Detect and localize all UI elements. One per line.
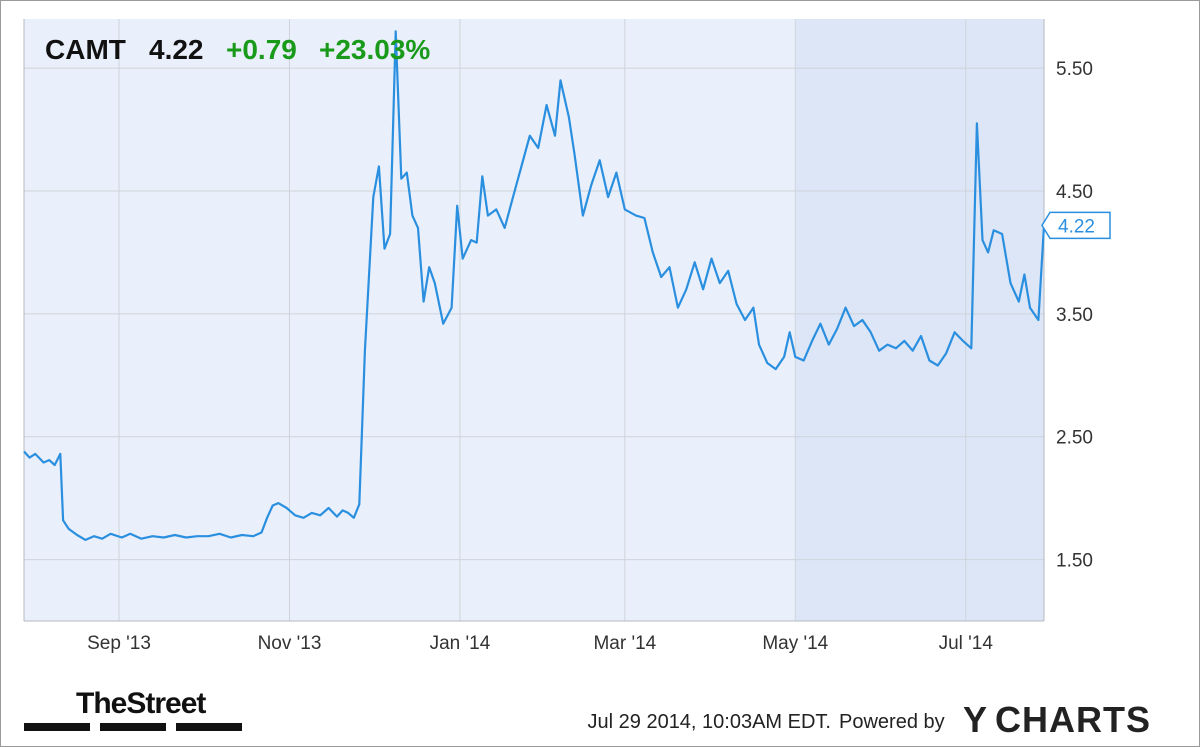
powered-by-label: Powered by bbox=[839, 711, 945, 733]
x-tick-label: Jan '14 bbox=[430, 633, 491, 654]
logo-bar bbox=[24, 723, 90, 731]
ticker-header: CAMT 4.22 +0.79 +23.03% bbox=[45, 34, 430, 65]
logo-bar bbox=[176, 723, 242, 731]
x-tick-label: Mar '14 bbox=[593, 633, 656, 654]
x-tick-label: Jul '14 bbox=[939, 633, 994, 654]
ycharts-wordmark: CHARTS bbox=[995, 699, 1151, 740]
y-tick-label: 2.50 bbox=[1056, 428, 1093, 449]
y-axis-ticks: 1.50 2.50 3.50 4.50 5.50 bbox=[1056, 59, 1093, 571]
last-value-label: 4.22 bbox=[1058, 216, 1095, 237]
ticker-price: 4.22 bbox=[149, 34, 204, 65]
x-axis-ticks: Sep '13 Nov '13 Jan '14 Mar '14 May '14 Jul '… bbox=[87, 633, 993, 654]
x-tick-label: Nov '13 bbox=[258, 633, 322, 654]
ticker-change-pct: +23.03% bbox=[319, 34, 430, 65]
grid-lines bbox=[23, 19, 1045, 622]
y-tick-label: 1.50 bbox=[1056, 551, 1093, 572]
x-tick-label: May '14 bbox=[762, 633, 828, 654]
ycharts-y-mark: Y bbox=[963, 699, 988, 740]
last-value-box bbox=[1041, 211, 1111, 240]
ticker-symbol: CAMT bbox=[45, 34, 126, 65]
timestamp: Jul 29 2014, 10:03AM EDT. bbox=[588, 711, 831, 733]
last-value-callout: 4.22 bbox=[1041, 211, 1111, 240]
x-tick-label: Sep '13 bbox=[87, 633, 151, 654]
thestreet-wordmark: TheStreet bbox=[76, 687, 206, 720]
price-line bbox=[23, 30, 1046, 541]
y-tick-label: 4.50 bbox=[1056, 182, 1093, 203]
y-tick-label: 3.50 bbox=[1056, 305, 1093, 326]
y-tick-label: 5.50 bbox=[1056, 59, 1093, 80]
ycharts-logo: Y CHARTS bbox=[963, 699, 1151, 740]
ticker-change: +0.79 bbox=[226, 34, 297, 65]
thestreet-logo: TheStreet bbox=[24, 687, 242, 731]
logo-bar bbox=[100, 723, 166, 731]
recent-period-shade bbox=[796, 19, 1044, 621]
